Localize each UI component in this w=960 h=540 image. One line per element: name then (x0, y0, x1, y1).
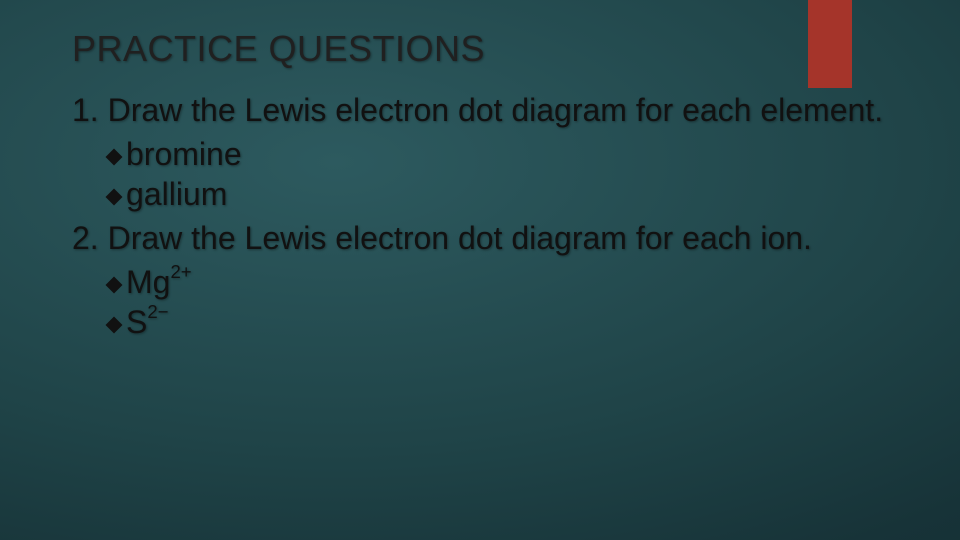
bullet-icon (106, 276, 123, 293)
slide-body: 1. Draw the Lewis electron dot diagram f… (72, 92, 920, 342)
list-item: Mg2+ (108, 262, 920, 302)
bullet-icon (106, 316, 123, 333)
bullet-text: Mg2+ (126, 262, 192, 302)
bullet-text: S2− (126, 302, 169, 342)
list-item: gallium (108, 174, 920, 214)
bullet-icon (106, 148, 123, 165)
bullet-icon (106, 188, 123, 205)
question-2-bullets: Mg2+ S2− (108, 262, 920, 342)
slide-content: PRACTICE QUESTIONS 1. Draw the Lewis ele… (72, 28, 920, 348)
slide-title: PRACTICE QUESTIONS (72, 28, 920, 70)
bullet-text: bromine (126, 134, 242, 174)
question-1-bullets: bromine gallium (108, 134, 920, 214)
question-2-prompt: 2. Draw the Lewis electron dot diagram f… (72, 220, 920, 258)
list-item: S2− (108, 302, 920, 342)
list-item: bromine (108, 134, 920, 174)
bullet-text: gallium (126, 174, 227, 214)
question-1-prompt: 1. Draw the Lewis electron dot diagram f… (72, 92, 920, 130)
